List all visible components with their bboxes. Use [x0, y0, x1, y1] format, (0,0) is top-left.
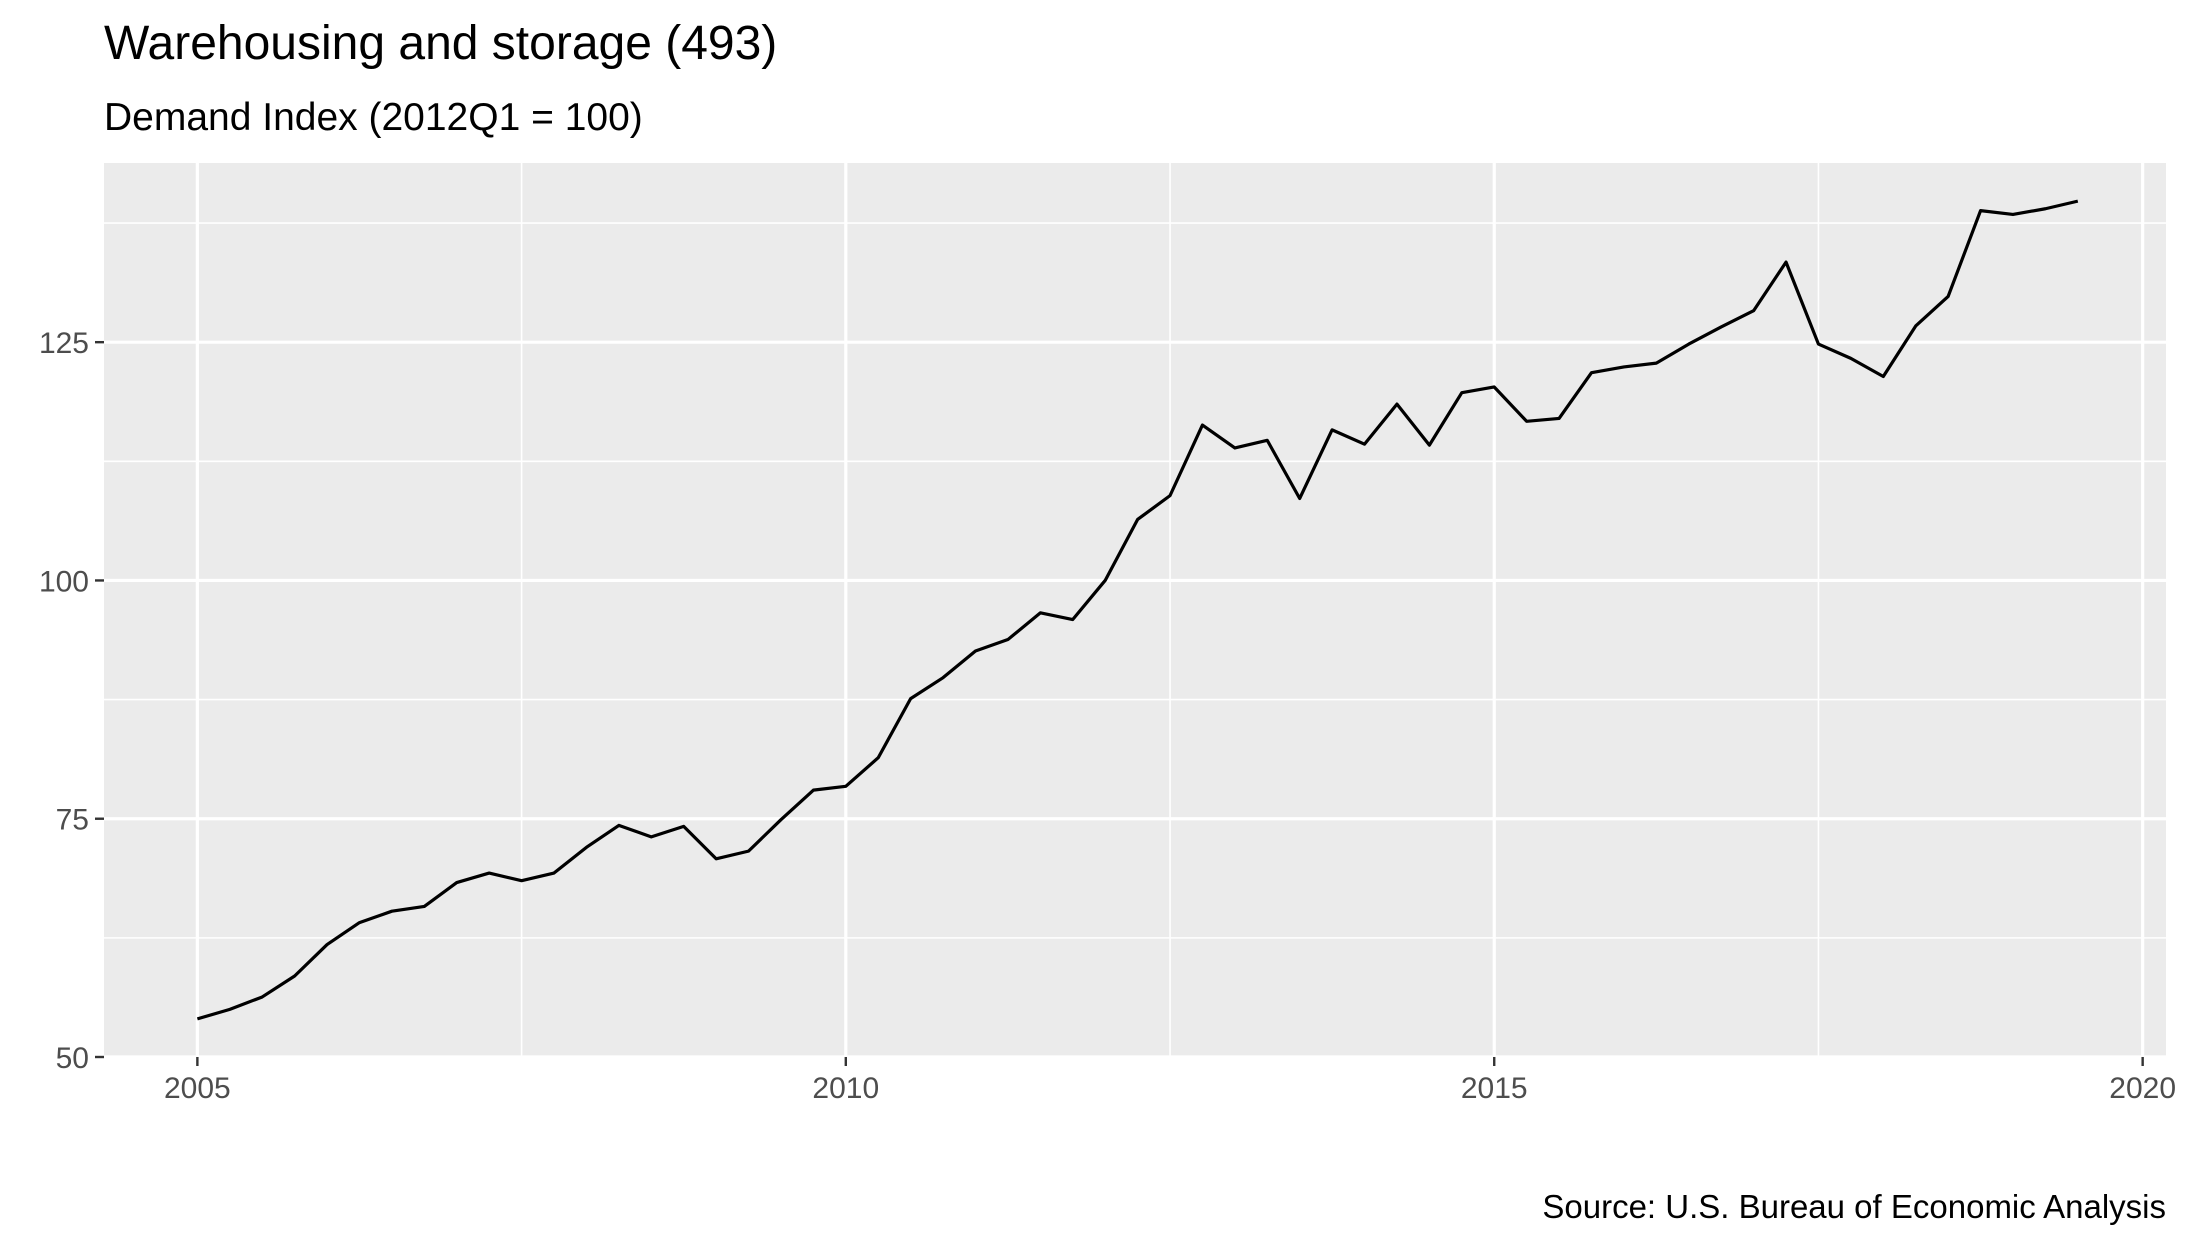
series-group — [196, 199, 2079, 1021]
x-tick-label: 2005 — [164, 1072, 231, 1105]
series-line-0 — [196, 199, 2079, 1021]
chart-subtitle: Demand Index (2012Q1 = 100) — [104, 96, 643, 139]
x-tick-label: 2010 — [812, 1072, 879, 1105]
y-tick-label: 125 — [39, 327, 89, 360]
minor-gridlines — [104, 163, 2166, 1057]
y-axis: 50 75 100 125 — [39, 327, 104, 1075]
x-tick-label: 2015 — [1461, 1072, 1528, 1105]
y-tick-label: 50 — [56, 1042, 89, 1075]
plot-panel — [104, 163, 2166, 1057]
x-axis: 2005 2010 2015 2020 — [164, 1057, 2176, 1105]
y-tick-label: 75 — [56, 804, 89, 837]
major-gridlines — [104, 163, 2166, 1059]
y-tick-label: 100 — [39, 565, 89, 598]
x-tick-label: 2020 — [2109, 1072, 2176, 1105]
chart-caption: Source: U.S. Bureau of Economic Analysis — [1542, 1188, 2166, 1225]
chart-title: Warehousing and storage (493) — [104, 17, 777, 70]
